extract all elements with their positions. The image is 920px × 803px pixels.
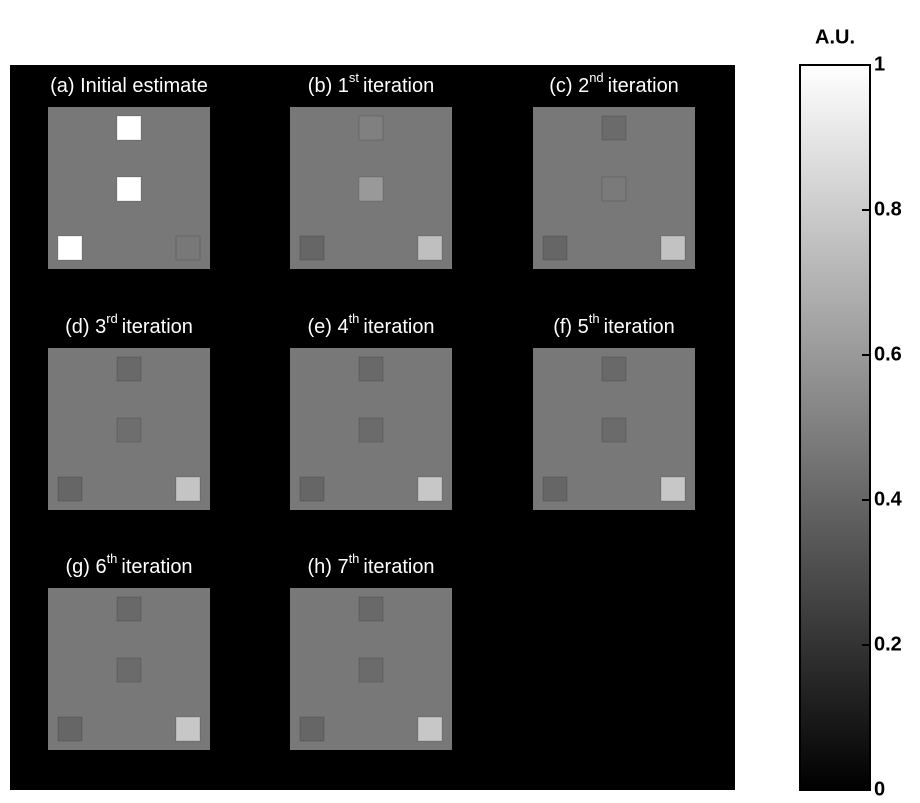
square	[418, 477, 442, 501]
square	[300, 717, 324, 741]
panel-label-sup: st	[349, 70, 360, 85]
square	[602, 418, 626, 442]
square	[359, 597, 383, 621]
panel-label-main: (h) 7	[307, 556, 348, 578]
panel-label-sup: th	[349, 311, 360, 326]
panel-label-suffix: iteration	[363, 316, 434, 338]
square	[359, 418, 383, 442]
panel-label-sup: th	[349, 551, 360, 566]
panel-label-sup: rd	[106, 311, 118, 326]
square	[300, 236, 324, 260]
square	[117, 597, 141, 621]
colorbar-tick-label: 0.8	[874, 198, 902, 220]
square	[418, 236, 442, 260]
square	[117, 177, 141, 201]
square	[117, 418, 141, 442]
panel-label-main: (d) 3	[65, 316, 106, 338]
square	[602, 177, 626, 201]
square	[300, 477, 324, 501]
square	[418, 717, 442, 741]
square	[602, 116, 626, 140]
square	[58, 717, 82, 741]
colorbar-tick-label: 0	[874, 778, 885, 800]
panel-label: (f) 5th iteration	[553, 311, 675, 338]
square	[117, 357, 141, 381]
panel-label-suffix: iteration	[122, 316, 193, 338]
square	[359, 116, 383, 140]
panel-label: (d) 3rd iteration	[65, 311, 193, 338]
figure: A.U. (a) Initial estimate(b) 1stiteratio…	[0, 0, 920, 803]
panel-label-sup: th	[107, 551, 118, 566]
square	[58, 477, 82, 501]
panel-label-sup: th	[589, 311, 600, 326]
panel-label-suffix: iteration	[121, 556, 192, 578]
panel-label-main: (a) Initial estimate	[50, 75, 208, 97]
colorbar	[800, 65, 870, 790]
panel-label: (c) 2nd iteration	[549, 70, 679, 97]
panel-label-sup: nd	[589, 70, 603, 85]
square	[359, 177, 383, 201]
panel-label-suffix: iteration	[608, 75, 679, 97]
square	[176, 236, 200, 260]
panel-label-main: (g) 6	[65, 556, 106, 578]
square	[117, 658, 141, 682]
square	[359, 357, 383, 381]
square	[176, 717, 200, 741]
square	[661, 236, 685, 260]
square	[58, 236, 82, 260]
square	[661, 477, 685, 501]
colorbar-tick-label: 0.6	[874, 343, 902, 365]
colorbar-tick-label: 0.4	[874, 488, 903, 510]
square	[359, 658, 383, 682]
square	[117, 116, 141, 140]
square	[602, 357, 626, 381]
panel-label: (a) Initial estimate	[50, 75, 208, 97]
panel-label-main: (c) 2	[549, 75, 589, 97]
panel-label-suffix: iteration	[604, 316, 675, 338]
colorbar-tick-label: 0.2	[874, 633, 902, 655]
square	[543, 236, 567, 260]
panel-label-main: (e) 4	[307, 316, 348, 338]
panel-label-main: (f) 5	[553, 316, 589, 338]
panel-label-main: (b) 1	[308, 75, 349, 97]
square	[176, 477, 200, 501]
panel-label-suffix: iteration	[363, 75, 434, 97]
colorbar-tick-label: 1	[874, 53, 885, 75]
colorbar-title: A.U.	[815, 26, 855, 48]
panel-label-suffix: iteration	[363, 556, 434, 578]
square	[543, 477, 567, 501]
